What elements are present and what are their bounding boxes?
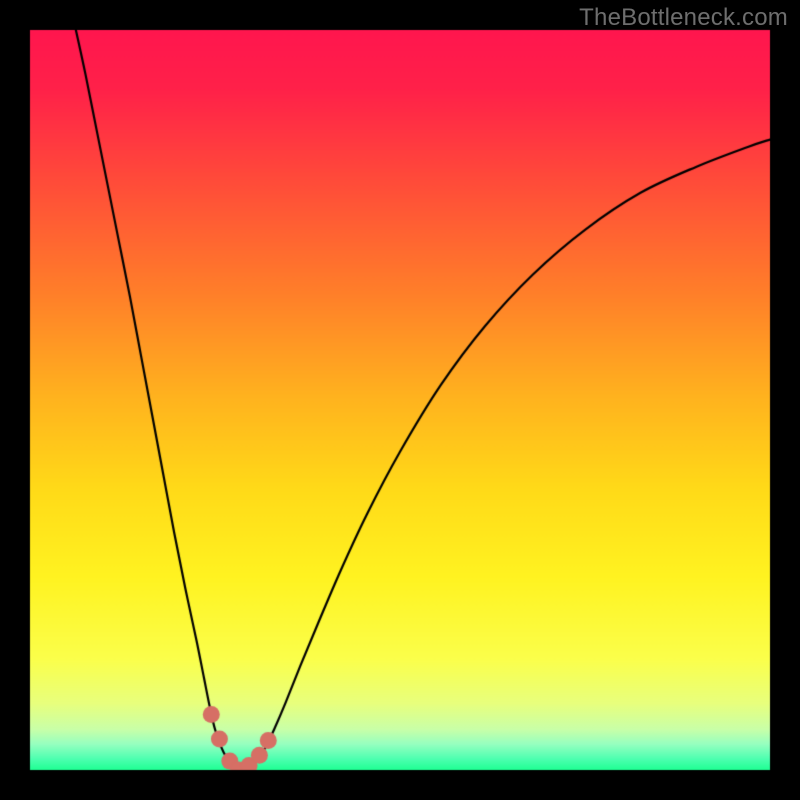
bottleneck-chart-canvas	[0, 0, 800, 800]
chart-stage: TheBottleneck.com	[0, 0, 800, 800]
watermark-text: TheBottleneck.com	[579, 4, 788, 32]
